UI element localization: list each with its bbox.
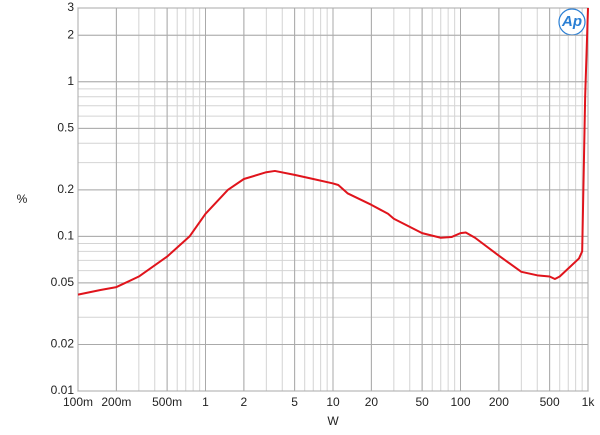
x-axis-label: W	[327, 414, 339, 428]
y-tick-label: 0.5	[57, 120, 74, 134]
x-tick-label: 200	[489, 395, 509, 409]
x-tick-label: 5	[291, 395, 298, 409]
data-line	[77, 7, 589, 296]
y-tick-label: 0.02	[51, 337, 75, 351]
x-tick-label: 1	[202, 395, 209, 409]
logo: Ap	[561, 13, 582, 30]
x-tick-label: 100	[450, 395, 470, 409]
y-tick-label: 3	[67, 0, 74, 14]
y-tick-label: 1	[67, 74, 74, 88]
x-tick-label: 100m	[63, 395, 93, 409]
x-tick-label: 20	[365, 395, 379, 409]
y-tick-label: 2	[67, 27, 74, 41]
x-tick-label: 200m	[101, 395, 131, 409]
x-tick-label: 50	[415, 395, 429, 409]
x-tick-label: 10	[326, 395, 340, 409]
y-tick-label: 0.1	[57, 229, 74, 243]
x-tick-label: 500m	[152, 395, 182, 409]
x-tick-label: 1k	[582, 395, 596, 409]
x-tick-label: 500	[540, 395, 560, 409]
x-tick-label: 2	[241, 395, 248, 409]
y-tick-label: 0.05	[51, 275, 75, 289]
y-tick-label: 0.2	[57, 182, 74, 196]
y-tick-label: 0.01	[51, 383, 75, 397]
y-axis-label: %	[17, 192, 28, 206]
